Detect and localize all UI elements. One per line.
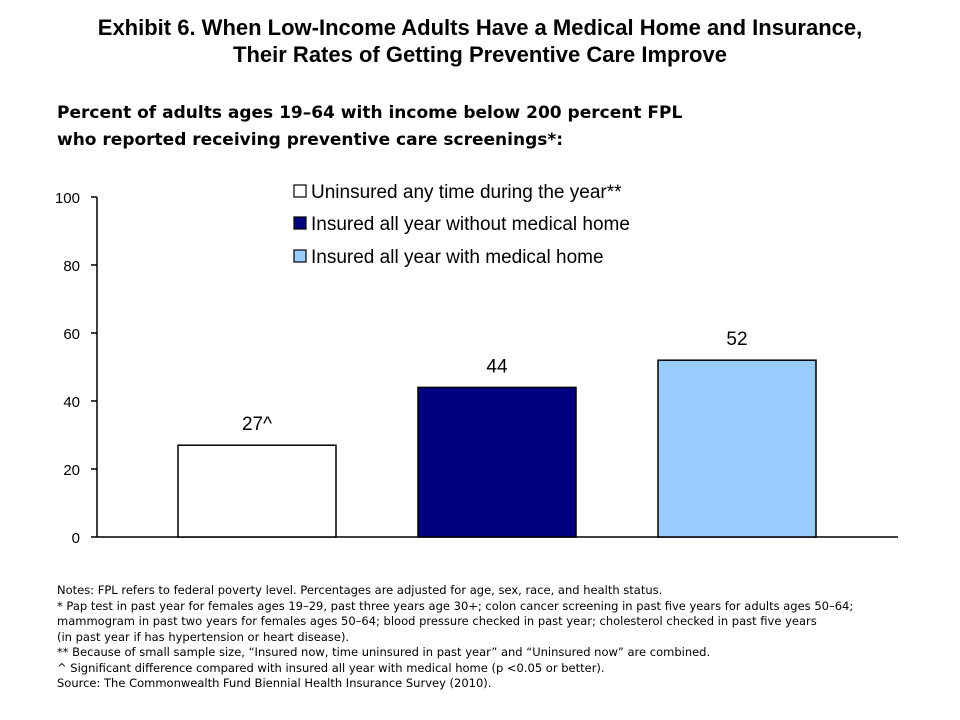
note-line: Source: The Commonwealth Fund Biennial H… xyxy=(57,676,492,690)
note-line: ^ Significant difference compared with i… xyxy=(57,660,605,675)
chart-title-line-1: Exhibit 6. When Low-Income Adults Have a… xyxy=(97,15,863,40)
legend-label: Uninsured any time during the year** xyxy=(311,182,622,203)
y-tick-label: 20 xyxy=(63,462,80,479)
chart-subtitle-line-1: Percent of adults ages 19–64 with income… xyxy=(57,103,683,123)
chart-title-line-2: Their Rates of Getting Preventive Care I… xyxy=(233,42,727,67)
y-tick-label: 40 xyxy=(63,394,80,411)
y-tick-label: 60 xyxy=(63,326,80,343)
y-tick-label: 100 xyxy=(55,190,80,207)
legend-swatch xyxy=(293,184,307,198)
chart-subtitle-line-2: who reported receiving preventive care s… xyxy=(57,130,564,150)
bar xyxy=(417,386,577,538)
note-line: * Pap test in past year for females ages… xyxy=(57,598,854,613)
bar xyxy=(177,444,337,538)
note-line: Notes: FPL refers to federal poverty lev… xyxy=(57,583,663,597)
y-tick-label: 80 xyxy=(63,258,80,275)
legend-swatch xyxy=(293,249,307,263)
bar-chart: 0 20 40 60 80 100 27^ 44 52 Uninsured any time du… xyxy=(55,182,898,547)
chart-subtitle: Percent of adults ages 19–64 with income… xyxy=(57,100,682,154)
note-line: mammogram in past two years for females … xyxy=(57,614,817,628)
y-tick-label: 0 xyxy=(72,530,80,547)
note-line: ** Because of small sample size, “Insure… xyxy=(57,645,711,659)
chart-title: Exhibit 6. When Low-Income Adults Have a… xyxy=(0,14,960,68)
legend-label: Insured all year with medical home xyxy=(311,247,604,268)
note-line: (in past year if has hypertension or hea… xyxy=(57,629,350,644)
data-label: 44 xyxy=(486,356,508,377)
legend-label: Insured all year without medical home xyxy=(311,214,630,235)
data-label: 52 xyxy=(726,329,747,350)
bar xyxy=(657,359,817,538)
data-label: 27^ xyxy=(242,414,272,435)
notes: Notes: FPL refers to federal poverty lev… xyxy=(57,583,853,692)
legend-swatch xyxy=(293,216,307,230)
